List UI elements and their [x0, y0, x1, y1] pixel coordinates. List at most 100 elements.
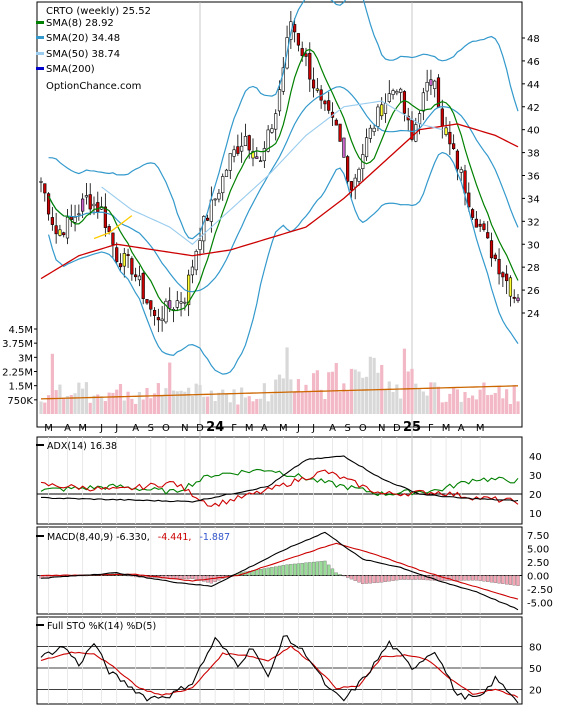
volume-bar — [463, 391, 467, 414]
plus-di-line — [40, 468, 519, 497]
macd-histogram-bar — [274, 566, 278, 576]
candle-body — [224, 169, 229, 177]
volume-bar — [111, 392, 115, 414]
candle-body — [240, 145, 244, 152]
volume-bar — [69, 395, 73, 414]
volume-bar — [486, 395, 490, 414]
price-tick-label: 40 — [527, 126, 540, 137]
volume-bar — [349, 368, 354, 414]
price-tick-label: 44 — [527, 80, 540, 91]
x-tick-label: M — [78, 423, 87, 434]
macd-histogram-bar — [391, 575, 395, 581]
macd-histogram-bar — [281, 565, 285, 576]
candle-body — [296, 33, 301, 46]
volume-bar — [387, 381, 391, 414]
sto-tick-label: 50 — [529, 664, 542, 675]
candle-body — [342, 137, 346, 158]
macd-histogram-bar — [345, 575, 350, 578]
candle-body — [175, 300, 179, 308]
volume-bar — [171, 390, 176, 414]
volume-bar — [346, 391, 350, 414]
candle-body — [43, 183, 47, 194]
candle-body — [501, 272, 505, 278]
volume-bar — [293, 391, 297, 414]
candle-body — [459, 169, 463, 173]
volume-bar — [478, 389, 482, 414]
candle-body — [122, 253, 126, 267]
candle-body — [232, 149, 236, 157]
volume-bar — [315, 370, 319, 414]
candle-body — [187, 274, 191, 306]
macd-histogram-bar — [474, 575, 479, 581]
volume-bar — [296, 379, 301, 414]
macd-tick-label: 5.00 — [527, 545, 549, 556]
candle-body — [145, 299, 149, 304]
volume-bar — [251, 401, 255, 414]
x-tick-label: S — [344, 423, 350, 434]
macd-histogram-bar — [190, 575, 195, 579]
candle-body — [258, 160, 263, 163]
price-tick-label: 36 — [527, 172, 540, 183]
stochastic-panel — [40, 635, 519, 704]
macd-histogram-bar — [489, 575, 494, 583]
volume-bar — [134, 403, 138, 414]
volume-bar — [243, 397, 248, 414]
volume-bar — [115, 389, 119, 414]
x-tick-label: M — [44, 423, 53, 434]
macd-histogram-bar — [338, 574, 342, 576]
volume-bar — [187, 387, 191, 414]
candle-body — [489, 240, 494, 259]
candle-body — [160, 318, 164, 321]
volume-bar — [99, 396, 104, 414]
candle-body — [467, 192, 471, 208]
volume-bar — [213, 401, 217, 414]
x-tick-label: A — [132, 423, 139, 434]
volume-bar — [285, 347, 289, 414]
candle-body — [65, 216, 70, 239]
macd-histogram-bar — [247, 570, 251, 576]
macd-histogram-bar — [501, 575, 505, 584]
macd-histogram-bar — [478, 575, 482, 581]
candle-body — [474, 218, 478, 228]
candle-body — [243, 136, 248, 147]
sma50-line — [101, 100, 443, 245]
macd-histogram-bar — [330, 568, 335, 576]
volume-bar — [470, 395, 475, 414]
macd-tick-label: 0.00 — [527, 572, 549, 583]
volume-bar — [376, 372, 380, 414]
candle-body — [77, 213, 81, 216]
macd-histogram-bar — [380, 575, 384, 583]
candle-body — [444, 127, 448, 135]
price-frame — [36, 1, 523, 428]
adx-panel — [40, 455, 519, 507]
macd-histogram-bar — [202, 575, 206, 582]
macd-histogram-bar — [497, 575, 501, 584]
sma50-legend-swatch — [36, 52, 44, 55]
volume-bar — [258, 398, 263, 414]
candle-body — [58, 229, 62, 236]
bollinger-upper — [48, 0, 519, 240]
sma50-early-line — [93, 215, 133, 240]
candle-body — [433, 80, 437, 89]
candle-body — [228, 153, 232, 171]
bollinger-lower — [47, 151, 519, 375]
candle-body — [270, 128, 274, 133]
volume-bar — [152, 393, 157, 414]
volume-tick-label: 3.75M — [2, 339, 33, 350]
price-tick-label: 24 — [527, 309, 540, 320]
volume-bar — [62, 397, 66, 414]
volume-bar — [202, 396, 206, 414]
grid — [37, 2, 522, 704]
volume-bar — [205, 396, 210, 414]
macd-hist-value: -1.887 — [199, 532, 230, 543]
x-tick-label: F — [428, 423, 434, 434]
candle-body — [262, 148, 266, 162]
volume-bar — [338, 392, 342, 414]
candle-body — [387, 93, 391, 102]
sma200-line — [40, 123, 519, 280]
candle-body — [448, 131, 452, 145]
macd-tick-label: 7.50 — [527, 531, 549, 542]
candle-body — [455, 150, 460, 170]
volume-bar — [334, 363, 338, 414]
macd-histogram-bar — [387, 575, 391, 582]
